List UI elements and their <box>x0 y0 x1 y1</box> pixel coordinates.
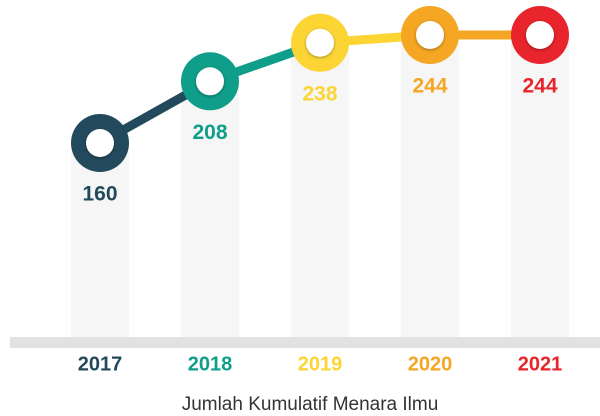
point-hole <box>196 67 224 96</box>
x-tick-label: 2019 <box>298 353 343 375</box>
column <box>291 42 349 338</box>
x-tick-label: 2017 <box>78 353 123 375</box>
column <box>71 143 129 338</box>
point-hole <box>306 28 334 57</box>
data-label: 244 <box>412 75 447 98</box>
data-label: 238 <box>302 82 337 105</box>
data-label: 208 <box>192 121 227 144</box>
column <box>511 35 569 338</box>
x-tick-label: 2020 <box>408 353 453 375</box>
chart-caption: Jumlah Kumulatif Menara Ilmu <box>182 394 439 415</box>
point-hole <box>416 21 444 49</box>
x-tick-label: 2021 <box>518 353 563 375</box>
data-label: 160 <box>82 183 117 206</box>
x-tick-label: 2018 <box>188 353 233 375</box>
baseline <box>10 337 600 348</box>
column <box>401 35 459 338</box>
data-label: 244 <box>522 75 557 98</box>
point-hole <box>86 129 114 157</box>
column <box>181 81 239 339</box>
point-hole <box>526 21 554 49</box>
